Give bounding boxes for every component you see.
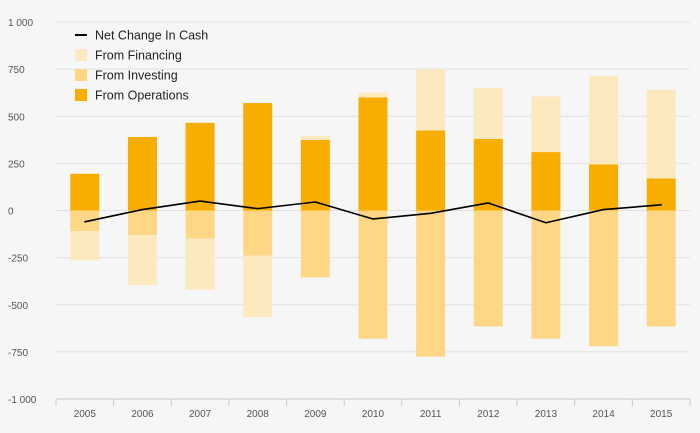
x-tick-label: 2013 — [535, 409, 558, 420]
net-change-line-layer — [84, 200, 662, 224]
net-change-point — [141, 208, 144, 211]
bar-from-investing-2011 — [416, 210, 446, 357]
bar-from-investing-2006 — [127, 210, 157, 236]
y-tick-label: -500 — [8, 301, 28, 312]
bar-from-operations-2008 — [243, 103, 273, 211]
x-tick-label: 2006 — [131, 409, 154, 420]
bar-from-investing-2010 — [358, 210, 388, 339]
y-tick-label: -1 000 — [8, 395, 37, 406]
bar-from-operations-2012 — [473, 138, 503, 211]
bar-from-investing-2007 — [185, 210, 215, 239]
x-tick-label: 2015 — [650, 409, 673, 420]
bar-from-financing-2011 — [416, 69, 446, 131]
net-change-point — [660, 204, 662, 206]
y-tick-label: 1 000 — [8, 18, 33, 29]
bar-from-financing-2012 — [473, 87, 503, 139]
bar-from-financing-2009 — [300, 136, 330, 140]
bar-from-financing-2014 — [589, 75, 619, 165]
bar-from-investing-2009 — [300, 210, 330, 278]
x-tick-label: 2010 — [362, 409, 385, 420]
x-tick-label: 2012 — [477, 409, 500, 420]
bar-from-investing-2012 — [473, 210, 503, 327]
net-change-point — [429, 212, 432, 215]
legend-label: From Investing — [95, 69, 178, 83]
bar-from-operations-2014 — [589, 164, 619, 211]
bar-from-operations-2009 — [300, 139, 330, 211]
axes: 1 000 750 500 250 0 -250 -500 -750 -1 000 2005 200… — [8, 18, 691, 420]
legend-label: From Financing — [95, 49, 182, 63]
bar-from-operations-2005 — [70, 173, 100, 211]
bar-from-operations-2006 — [127, 136, 157, 211]
bars — [70, 69, 676, 357]
bar-from-operations-2007 — [185, 122, 215, 211]
x-tick-label: 2011 — [420, 409, 442, 420]
bar-from-investing-2015 — [646, 210, 676, 327]
bar-from-investing-2013 — [531, 210, 561, 339]
bar-from-financing-2015 — [646, 89, 676, 179]
net-change-point — [372, 218, 374, 220]
bar-from-financing-2008 — [243, 255, 273, 318]
bar-from-financing-2010 — [358, 92, 388, 98]
y-tick-label: -750 — [8, 348, 28, 359]
net-change-point — [84, 221, 86, 223]
bar-from-operations-2010 — [358, 97, 388, 211]
bar-from-operations-2013 — [531, 152, 561, 211]
legend-swatch — [75, 69, 87, 81]
x-tick-label: 2007 — [189, 409, 212, 420]
bar-from-investing-2005 — [70, 210, 100, 232]
x-tick-label: 2008 — [247, 409, 270, 420]
x-tick-label: 2009 — [304, 409, 327, 420]
net-change-point — [545, 221, 547, 224]
y-tick-label: 0 — [8, 207, 14, 218]
bar-from-operations-2011 — [416, 130, 446, 211]
legend-swatch — [75, 49, 87, 61]
y-tick-label: -250 — [8, 254, 28, 265]
bar-from-financing-2005 — [70, 231, 100, 261]
net-change-point — [314, 201, 317, 203]
net-change-point — [256, 207, 259, 210]
y-tick-label: 500 — [8, 112, 25, 123]
bar-from-financing-2006 — [127, 235, 157, 285]
x-tick-label: 2014 — [592, 409, 615, 420]
bar-from-financing-2007 — [185, 238, 215, 290]
legend: Net Change In Cash From Financing From Inv… — [75, 29, 208, 103]
net-change-point — [602, 208, 605, 211]
bar-from-investing-2008 — [243, 210, 273, 256]
bar-from-financing-2013 — [531, 96, 561, 153]
x-tick-label: 2005 — [74, 409, 97, 420]
legend-label: Net Change In Cash — [95, 29, 208, 43]
legend-label: From Operations — [95, 89, 189, 103]
legend-swatch — [75, 89, 87, 101]
net-change-point — [199, 200, 201, 202]
y-tick-label: 250 — [8, 159, 25, 170]
y-tick-label: 750 — [8, 65, 25, 76]
bar-from-investing-2014 — [589, 210, 619, 347]
net-change-point — [487, 202, 490, 204]
